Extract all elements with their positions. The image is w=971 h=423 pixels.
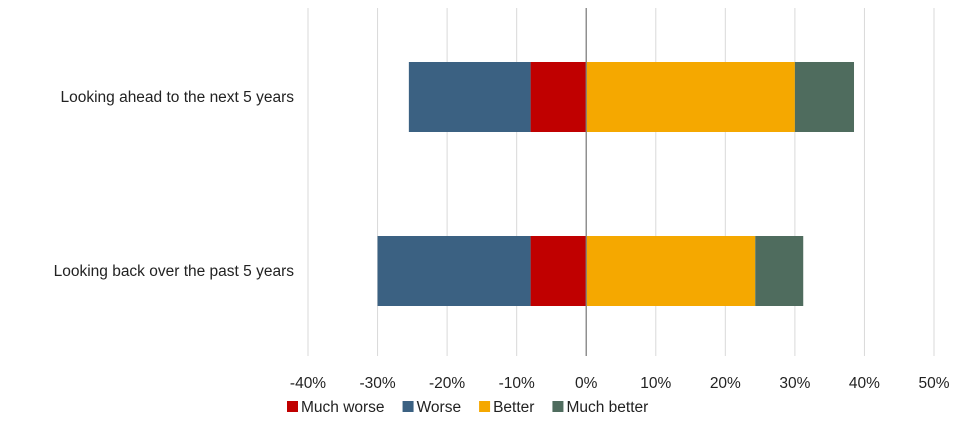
x-tick-label: 0% xyxy=(575,375,598,392)
legend-label: Much better xyxy=(566,399,648,416)
bar-much-better xyxy=(794,62,855,132)
category-label: Looking ahead to the next 5 years xyxy=(60,89,294,106)
bar-much-better xyxy=(755,236,804,306)
bar-worse xyxy=(408,62,531,132)
x-tick-label: 20% xyxy=(710,375,741,392)
category-label: Looking back over the past 5 years xyxy=(54,263,295,280)
x-tick-label: -40% xyxy=(290,375,326,392)
bar-worse xyxy=(377,236,531,306)
legend-swatch xyxy=(479,401,491,412)
x-tick-label: 40% xyxy=(849,375,880,392)
x-tick-label: -20% xyxy=(429,375,465,392)
bar-much-worse xyxy=(530,62,587,132)
bars xyxy=(377,62,855,306)
x-tick-label: -30% xyxy=(359,375,395,392)
x-tick-label: 30% xyxy=(779,375,810,392)
bar-much-worse xyxy=(530,236,587,306)
x-tick-label: 10% xyxy=(640,375,671,392)
legend-swatch xyxy=(552,401,564,412)
legend-label: Much worse xyxy=(301,399,385,416)
legend-label: Worse xyxy=(417,399,462,416)
legend-swatch xyxy=(287,401,298,412)
x-tick-label: -10% xyxy=(499,375,535,392)
legend-label: Better xyxy=(493,399,534,416)
x-tick-labels: -40% -30% -20% -10% 0% 10% 20% 30% 40% 50% xyxy=(290,375,950,392)
legend-swatch xyxy=(402,401,414,412)
bar-better xyxy=(586,236,756,306)
bar-better xyxy=(586,62,795,132)
legend: Much worse Worse Better Much better xyxy=(287,399,648,416)
category-labels: Looking ahead to the next 5 years Looking… xyxy=(54,89,295,280)
x-tick-label: 50% xyxy=(918,375,949,392)
